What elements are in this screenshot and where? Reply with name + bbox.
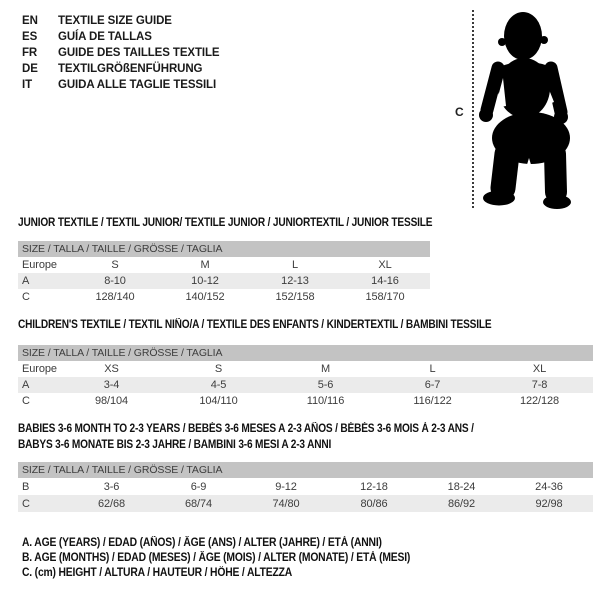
guide-title: TEXTILE SIZE GUIDE <box>58 15 172 27</box>
row-label-cell: C <box>22 291 30 303</box>
value-cell: S <box>111 259 119 271</box>
guide-title: GUIDE DES TAILLES TEXTILE <box>58 47 220 59</box>
value-cell: 86/92 <box>447 497 476 510</box>
table-row: C 128/140 140/152 152/158 158/170 <box>18 289 430 305</box>
value-cell: 74/80 <box>272 497 300 510</box>
table-row: A 8-10 10-12 12-13 14-16 <box>18 273 430 289</box>
children-size-table: Europe XS S M L XL A 3-4 4-5 5-6 6-7 7-8 C 98/104 104/… <box>18 361 593 409</box>
value-cell: 7-8 <box>531 379 548 391</box>
value-cell: 12-13 <box>281 275 309 287</box>
value-cell: 140/152 <box>185 291 225 303</box>
junior-size-table: Europe S M L XL A 8-10 10-12 12-13 14-16 C 128/140 1… <box>18 257 430 305</box>
row-label-cell: Europe <box>22 259 57 271</box>
guide-title: GUIDA ALLE TAGLIE TESSILI <box>58 79 217 91</box>
value-cell: 104/110 <box>199 395 238 407</box>
legend-line-b: B. AGE (MONTHS) / EDAD (MESES) / ÂGE (MO… <box>22 552 411 564</box>
guide-title: TEXTILGRÖßENFÜHRUNG <box>58 63 203 75</box>
value-cell: XS <box>104 363 119 375</box>
language-row-it: IT GUIDA ALLE TAGLIE TESSILI <box>22 77 220 93</box>
babies-size-table: B 3-6 6-9 9-12 12-18 18-24 24-36 C 62/68 68/74 74/… <box>18 478 593 512</box>
language-code: ES <box>22 31 38 43</box>
table-row: Europe S M L XL <box>18 257 430 273</box>
value-cell: 110/116 <box>306 395 345 407</box>
language-code: DE <box>22 63 38 75</box>
table-row: Europe XS S M L XL <box>18 361 593 377</box>
value-cell: 6-7 <box>424 379 441 391</box>
value-cell: M <box>320 363 331 375</box>
value-cell: 152/158 <box>275 291 315 303</box>
value-cell: S <box>214 363 223 375</box>
value-cell: L <box>291 259 299 271</box>
value-cell: 10-12 <box>191 275 219 287</box>
value-cell: 12-18 <box>360 480 388 493</box>
value-cell: 158/170 <box>365 291 405 303</box>
row-label-cell: C <box>22 395 30 407</box>
junior-size-band: SIZE / TALLA / TAILLE / GRÖSSE / TAGLIA <box>18 241 430 257</box>
legend-line-c: C. (cm) HEIGHT / ALTURA / HAUTEUR / HÖHE… <box>22 567 293 579</box>
language-code: IT <box>22 79 33 91</box>
row-label-cell: B <box>22 480 30 493</box>
value-cell: 8-10 <box>104 275 126 287</box>
value-cell: 122/128 <box>519 395 560 407</box>
table-row: B 3-6 6-9 9-12 12-18 18-24 24-36 <box>18 478 593 495</box>
children-section-title: CHILDREN'S TEXTILE / TEXTIL NIÑO/A / TEX… <box>18 319 492 331</box>
value-cell: XL <box>378 259 392 271</box>
value-cell: 3-4 <box>103 379 120 391</box>
value-cell: 128/140 <box>95 291 135 303</box>
silhouette-head <box>504 12 542 60</box>
value-cell: L <box>429 363 436 375</box>
language-row-en: EN TEXTILE SIZE GUIDE <box>22 13 220 29</box>
value-cell: 5-6 <box>317 379 334 391</box>
babies-section-title-line1: BABIES 3-6 MONTH TO 2-3 YEARS / BEBÉS 3-… <box>18 423 474 435</box>
value-cell: 80/86 <box>360 497 388 510</box>
value-cell: 3-6 <box>103 480 120 493</box>
value-cell: 4-5 <box>210 379 227 391</box>
language-row-de: DE TEXTILGRÖßENFÜHRUNG <box>22 61 220 77</box>
value-cell: 6-9 <box>190 480 207 493</box>
table-row: C 98/104 104/110 110/116 116/122 122/128 <box>18 393 593 409</box>
toddler-silhouette <box>479 12 571 212</box>
row-label-cell: A <box>22 275 30 287</box>
language-title-list: EN TEXTILE SIZE GUIDE ES GUÍA DE TALLAS FR… <box>22 13 220 93</box>
junior-section-title: JUNIOR TEXTILE / TEXTIL JUNIOR/ TEXTILE … <box>18 217 433 229</box>
value-cell: 92/98 <box>535 497 563 510</box>
language-code: EN <box>22 15 38 27</box>
height-measure-label: C <box>455 105 464 119</box>
table-row: C 62/68 68/74 74/80 80/86 86/92 92/98 <box>18 495 593 512</box>
babies-section-title-line2: BABYS 3-6 MONATE BIS 2-3 JAHRE / BAMBINI… <box>18 439 332 451</box>
value-cell: XL <box>532 363 547 375</box>
language-row-fr: FR GUIDE DES TAILLES TEXTILE <box>22 45 220 61</box>
guide-title: GUÍA DE TALLAS <box>58 31 152 43</box>
value-cell: 68/74 <box>184 497 213 510</box>
language-code: FR <box>22 47 38 59</box>
height-measure-dashed-line <box>472 10 474 208</box>
value-cell: 98/104 <box>94 395 129 407</box>
babies-size-band: SIZE / TALLA / TAILLE / GRÖSSE / TAGLIA <box>18 462 593 478</box>
row-label-cell: A <box>22 379 30 391</box>
row-label-cell: C <box>22 497 30 510</box>
legend-line-a: A. AGE (YEARS) / EDAD (AÑOS) / ÂGE (ANS)… <box>22 537 382 549</box>
language-row-es: ES GUÍA DE TALLAS <box>22 29 220 45</box>
row-label-cell: Europe <box>22 363 57 375</box>
value-cell: 18-24 <box>447 480 476 493</box>
value-cell: 62/68 <box>97 497 126 510</box>
table-row: A 3-4 4-5 5-6 6-7 7-8 <box>18 377 593 393</box>
value-cell: 14-16 <box>371 275 399 287</box>
children-size-band: SIZE / TALLA / TAILLE / GRÖSSE / TAGLIA <box>18 345 593 361</box>
value-cell: 9-12 <box>275 480 297 493</box>
value-cell: 24-36 <box>535 480 563 493</box>
value-cell: M <box>200 259 210 271</box>
value-cell: 116/122 <box>413 395 452 407</box>
